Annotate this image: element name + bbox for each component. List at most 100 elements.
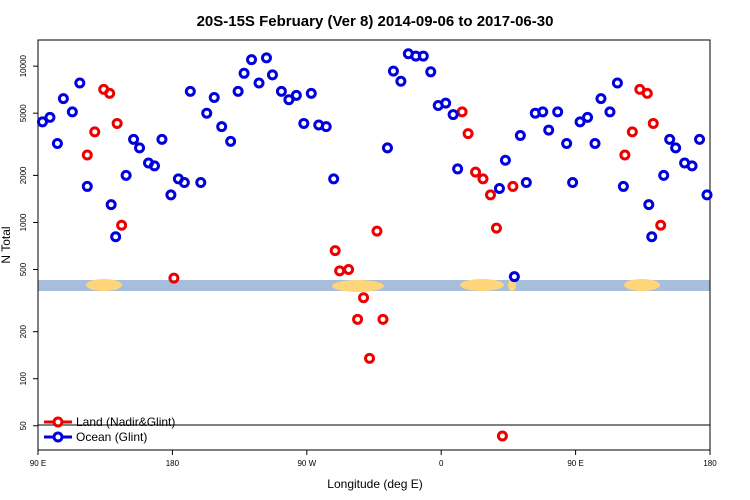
y-tick-label: 1000 [19, 213, 28, 231]
data-point [514, 129, 526, 141]
x-tick-label: 90 E [567, 459, 583, 468]
data-point [225, 135, 237, 147]
data-point [105, 199, 117, 211]
chart-title: 20S-15S February (Ver 8) 2014-09-06 to 2… [197, 13, 554, 30]
data-point [452, 163, 464, 175]
y-tick-label: 500 [19, 262, 28, 276]
data-point [51, 137, 63, 149]
data-point [561, 137, 573, 149]
data-point [462, 128, 474, 140]
data-point [626, 126, 638, 138]
legend-label: Land (Nadir&Glint) [76, 415, 175, 429]
data-point [89, 126, 101, 138]
data-point [643, 199, 655, 211]
data-point [567, 177, 579, 189]
data-point [395, 75, 407, 87]
data-point [104, 87, 116, 99]
data-point [178, 177, 190, 189]
data-point [470, 166, 482, 178]
data-point [134, 142, 146, 154]
data-point [496, 430, 508, 442]
data-point [260, 52, 272, 64]
data-point [208, 92, 220, 104]
data-point [417, 50, 429, 62]
data-point [148, 160, 160, 172]
data-point [589, 137, 601, 149]
plot-frame [37, 39, 711, 451]
data-point [619, 149, 631, 161]
data-point [81, 180, 93, 192]
x-tick-label: 90 E [30, 459, 46, 468]
legend-marker [52, 431, 64, 443]
data-point [604, 106, 616, 118]
data-point [320, 121, 332, 133]
data-point [617, 180, 629, 192]
data-point [275, 85, 287, 97]
data-point [456, 106, 468, 118]
data-point [328, 173, 340, 185]
data-point [44, 111, 56, 123]
data-point [66, 106, 78, 118]
data-point [81, 149, 93, 161]
data-point [582, 111, 594, 123]
x-axis-label: Longitude (deg E) [327, 477, 422, 491]
data-point [381, 142, 393, 154]
data-point [440, 97, 452, 109]
data-point [499, 154, 511, 166]
y-tick-label: 10000 [19, 54, 28, 77]
data-point [694, 133, 706, 145]
data-point [111, 117, 123, 129]
data-point [216, 121, 228, 133]
data-point [641, 87, 653, 99]
data-point [110, 231, 122, 243]
data-point [128, 133, 140, 145]
data-point [611, 77, 623, 89]
data-point [670, 142, 682, 154]
x-tick-label: 90 W [297, 459, 316, 468]
data-point [552, 106, 564, 118]
data-point [447, 109, 459, 121]
data-point [701, 189, 713, 201]
data-point [371, 225, 383, 237]
data-point [364, 352, 376, 364]
data-point [686, 160, 698, 172]
data-point [358, 292, 370, 304]
data-point [477, 173, 489, 185]
data-point [425, 66, 437, 78]
y-tick-label: 5000 [19, 104, 28, 122]
data-point [116, 219, 128, 231]
data-point [246, 54, 258, 66]
data-point [387, 65, 399, 77]
data-point [168, 272, 180, 284]
data-point [232, 85, 244, 97]
data-point [664, 133, 676, 145]
data-point [647, 117, 659, 129]
data-point [595, 93, 607, 105]
data-point [120, 169, 132, 181]
y-tick-label: 50 [19, 421, 28, 430]
data-point [493, 182, 505, 194]
data-point [655, 219, 667, 231]
data-point [184, 85, 196, 97]
data-point [74, 77, 86, 89]
surface-strip [38, 279, 710, 292]
data-point [201, 107, 213, 119]
data-point [329, 245, 341, 257]
data-point [57, 93, 69, 105]
data-point [352, 313, 364, 325]
data-point [484, 189, 496, 201]
land-patch [460, 279, 504, 291]
data-point [508, 271, 520, 283]
data-point [305, 87, 317, 99]
data-point [283, 94, 295, 106]
x-tick-label: 180 [166, 459, 180, 468]
land-patch [332, 280, 384, 292]
data-point [543, 124, 555, 136]
data-point [290, 89, 302, 101]
data-point [646, 231, 658, 243]
land-patch [624, 279, 660, 291]
data-point [377, 313, 389, 325]
